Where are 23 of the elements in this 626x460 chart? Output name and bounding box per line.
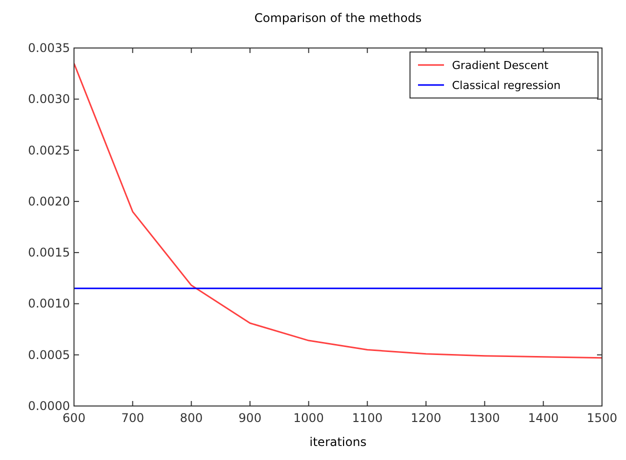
y-tick-label: 0.0010 xyxy=(28,296,70,311)
y-tick-label: 0.0005 xyxy=(28,348,70,362)
x-tick-label: 900 xyxy=(238,411,262,425)
x-tick-label: 800 xyxy=(180,411,203,425)
x-tick-label: 1200 xyxy=(410,411,442,425)
y-tick-label: 0.0035 xyxy=(28,41,70,55)
chart-title: Comparison of the methods xyxy=(254,11,422,25)
line-series xyxy=(74,62,602,359)
x-tick-label: 700 xyxy=(121,411,144,425)
x-tick-label: 1500 xyxy=(586,411,618,425)
legend-label: Classical regression xyxy=(452,79,561,92)
x-tick-label: 1100 xyxy=(352,411,383,425)
y-tick-label: 0.0015 xyxy=(28,246,70,260)
x-tick-label: 600 xyxy=(62,411,86,425)
y-tick-label: 0.0000 xyxy=(28,399,70,413)
y-tick-label: 0.0025 xyxy=(28,143,70,158)
x-tick-label: 1000 xyxy=(293,411,324,425)
x-axis-title: iterations xyxy=(310,435,366,449)
y-tick-label: 0.0030 xyxy=(28,92,70,106)
x-tick-label: 1400 xyxy=(528,411,559,425)
y-tick-label: 0.0020 xyxy=(28,194,70,208)
legend-label: Gradient Descent xyxy=(452,59,550,72)
x-tick-label: 1300 xyxy=(469,411,500,425)
